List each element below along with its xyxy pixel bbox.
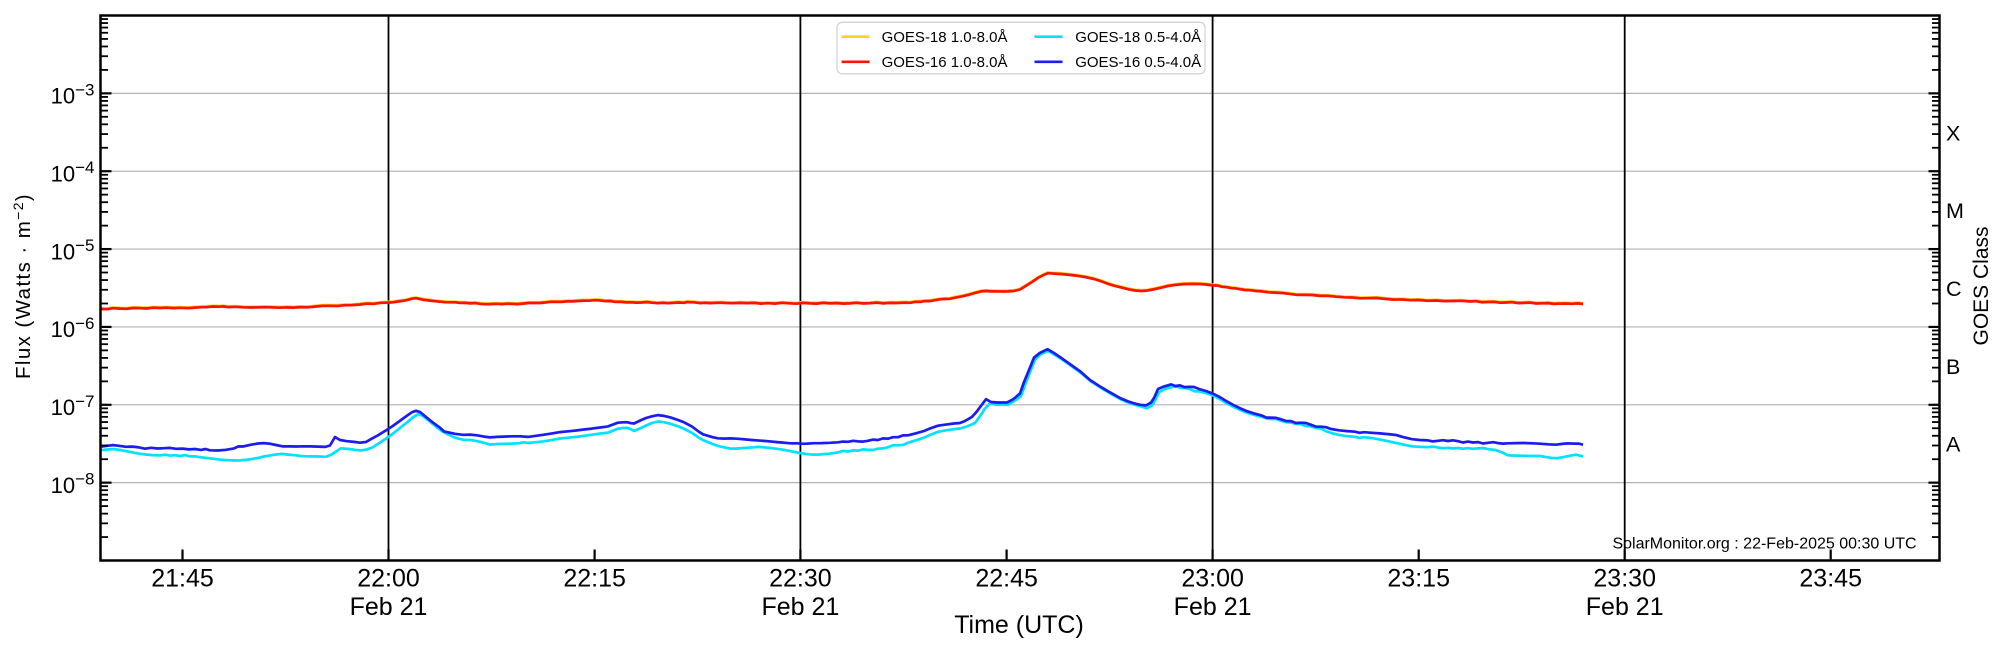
svg-text:10−4: 10−4 bbox=[51, 158, 95, 186]
svg-text:21:45: 21:45 bbox=[151, 565, 214, 593]
svg-text:10−6: 10−6 bbox=[51, 314, 95, 342]
svg-text:GOES Class: GOES Class bbox=[1970, 226, 1993, 345]
svg-text:Flux (Watts · m−2): Flux (Watts · m−2) bbox=[10, 193, 35, 379]
svg-text:A: A bbox=[1946, 433, 1961, 457]
svg-text:22:15: 22:15 bbox=[563, 565, 626, 593]
svg-text:X: X bbox=[1946, 121, 1960, 145]
svg-text:Feb 21: Feb 21 bbox=[761, 593, 839, 621]
svg-text:C: C bbox=[1946, 277, 1962, 301]
svg-text:23:15: 23:15 bbox=[1387, 565, 1450, 593]
svg-text:23:00: 23:00 bbox=[1181, 565, 1244, 593]
svg-text:SolarMonitor.org : 22-Feb-2025: SolarMonitor.org : 22-Feb-2025 00:30 UTC bbox=[1612, 535, 1916, 552]
svg-text:23:30: 23:30 bbox=[1593, 565, 1656, 593]
svg-text:GOES-18 1.0-8.0Å: GOES-18 1.0-8.0Å bbox=[882, 29, 1008, 46]
svg-text:GOES-16 0.5-4.0Å: GOES-16 0.5-4.0Å bbox=[1075, 54, 1201, 71]
svg-text:Feb 21: Feb 21 bbox=[1174, 593, 1252, 621]
svg-text:22:45: 22:45 bbox=[975, 565, 1038, 593]
svg-text:Feb 21: Feb 21 bbox=[350, 593, 428, 621]
svg-text:22:30: 22:30 bbox=[769, 565, 832, 593]
svg-text:M: M bbox=[1946, 199, 1964, 223]
svg-text:GOES-18 0.5-4.0Å: GOES-18 0.5-4.0Å bbox=[1075, 29, 1201, 46]
svg-text:Time (UTC): Time (UTC) bbox=[954, 611, 1084, 639]
svg-text:Feb 21: Feb 21 bbox=[1586, 593, 1664, 621]
svg-text:23:45: 23:45 bbox=[1799, 565, 1862, 593]
svg-text:22:00: 22:00 bbox=[357, 565, 420, 593]
svg-text:GOES-16 1.0-8.0Å: GOES-16 1.0-8.0Å bbox=[882, 54, 1008, 71]
svg-text:B: B bbox=[1946, 355, 1960, 379]
